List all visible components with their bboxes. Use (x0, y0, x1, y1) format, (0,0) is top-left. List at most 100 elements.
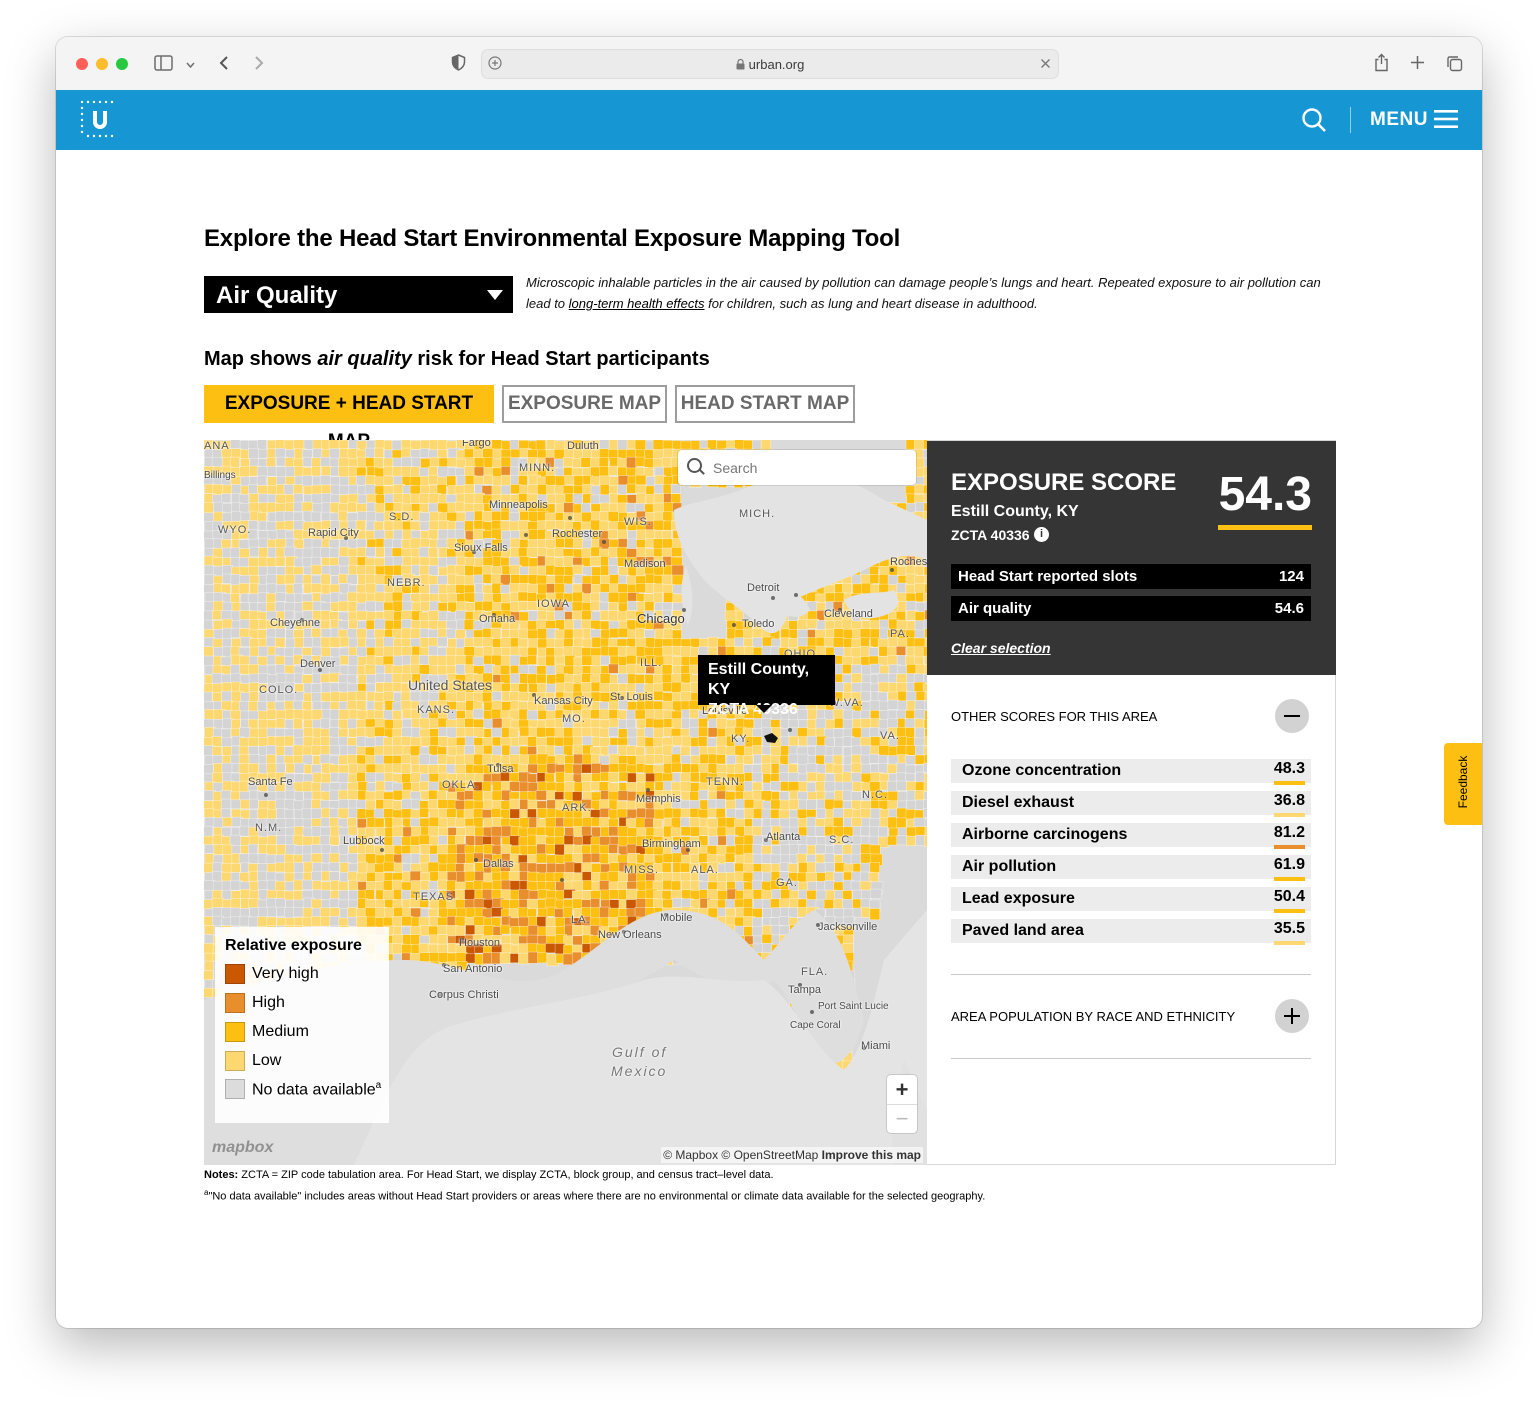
state-label: N.C. (862, 789, 888, 801)
map-label: Madison (624, 558, 666, 570)
legend-label: Low (252, 1052, 282, 1069)
legend-swatch (225, 964, 245, 984)
select-value: Air Quality (216, 282, 338, 309)
exposure-category-select[interactable]: Air Quality (204, 276, 513, 313)
map-label: Billings (204, 470, 236, 481)
score-value: 36.8 (1273, 792, 1305, 809)
exposure-map[interactable]: Fargo Duluth Minneapolis Rochester Rapid… (204, 440, 927, 1165)
score-label: Airborne carcinogens (962, 826, 1128, 843)
zoom-out-button[interactable]: − (895, 1106, 909, 1131)
map-heading-prefix: Map shows (204, 348, 318, 370)
map-label: Detroit (747, 582, 780, 594)
score-label: Air pollution (962, 858, 1057, 875)
state-label: VA. (880, 730, 900, 742)
map-label: Cape Coral (790, 1020, 841, 1031)
sidebar-toggle-icon[interactable] (154, 55, 173, 75)
state-label: MICH. (739, 508, 776, 520)
selected-county: Estill County, KY (951, 503, 1079, 520)
state-label: OKLA. (442, 779, 480, 791)
zoom-in-button[interactable]: + (887, 1075, 917, 1105)
section-divider (951, 1058, 1311, 1059)
description-text-2: for children, such as lung and heart dis… (704, 296, 1038, 311)
zoom-window-button[interactable] (116, 58, 128, 70)
map-label: Santa Fe (248, 776, 293, 788)
map-label: Tulsa (487, 763, 514, 775)
expand-race-ethnicity-button[interactable] (1275, 999, 1309, 1033)
collapse-other-scores-button[interactable] (1275, 699, 1309, 733)
minimize-window-button[interactable] (96, 58, 108, 70)
share-icon[interactable] (1374, 53, 1389, 76)
notes-text: ZCTA = ZIP code tabulation area. For Hea… (238, 1169, 774, 1181)
score-row: Ozone concentration 48.3 (951, 759, 1311, 785)
map-label: Sioux Falls (454, 542, 508, 554)
shield-icon[interactable] (451, 54, 466, 75)
state-label: N.M. (255, 822, 283, 834)
menu-button-label[interactable]: MENU (1370, 109, 1428, 130)
health-effects-link[interactable]: long-term health effects (568, 296, 705, 311)
map-label: Memphis (636, 793, 681, 805)
address-bar[interactable]: urban.org (481, 49, 1059, 79)
improve-map-link[interactable]: Improve this map (821, 1148, 921, 1162)
page-settings-icon[interactable] (488, 56, 502, 74)
legend-label: Very high (252, 965, 319, 982)
back-arrow-icon[interactable] (219, 55, 229, 75)
map-legend: Relative exposure Very high High Medium … (215, 927, 389, 1123)
page-title: Explore the Head Start Environmental Exp… (204, 225, 901, 252)
search-icon[interactable] (1301, 107, 1327, 138)
tooltip-county: Estill County, KY (708, 661, 810, 698)
info-icon[interactable]: i (1034, 527, 1049, 542)
clear-selection-link[interactable]: Clear selection (951, 640, 1051, 656)
close-window-button[interactable] (76, 58, 88, 70)
map-label: Fargo (462, 440, 491, 449)
tab-head-start-map[interactable]: HEAD START MAP (675, 385, 855, 423)
legend-label: Medium (252, 1023, 309, 1040)
description-text-1: Microscopic inhalable particles in the a… (526, 275, 1321, 311)
state-label: IOWA (537, 598, 570, 610)
tab-exposure-head-start-map[interactable]: EXPOSURE + HEAD START MAP (204, 385, 494, 452)
legend-swatch (225, 993, 245, 1013)
attribution-text[interactable]: © Mapbox © OpenStreetMap (663, 1148, 819, 1162)
map-label: Jacksonville (818, 921, 878, 933)
other-scores-heading: OTHER SCORES FOR THIS AREA (951, 709, 1158, 724)
map-label: Miami (861, 1040, 891, 1052)
state-label: WYO. (218, 524, 252, 536)
url-text: urban.org (748, 57, 805, 72)
exposure-score-card: EXPOSURE SCORE Estill County, KY ZCTA 40… (927, 441, 1336, 675)
clear-url-icon[interactable] (1040, 57, 1051, 73)
mapbox-logo[interactable]: mapbox (212, 1139, 274, 1156)
legend-title: Relative exposure (225, 937, 362, 954)
score-row: Paved land area 35.5 (951, 919, 1311, 945)
gulf-label-2: Mexico (611, 1063, 668, 1079)
site-header: MENU (56, 90, 1482, 150)
state-label: S.D. (389, 511, 415, 523)
score-underline (1274, 781, 1305, 785)
exposure-score-value: 54.3 (1218, 468, 1312, 521)
row-label: Head Start reported slots (958, 568, 1138, 585)
state-label: MO. (562, 713, 586, 725)
state-label: GA. (776, 877, 798, 889)
notes-footnote-marker: a (204, 1188, 209, 1197)
zoom-controls: + − (887, 1075, 917, 1133)
search-icon (687, 458, 702, 473)
legend-label: High (252, 994, 285, 1011)
state-label: FLA. (801, 966, 829, 978)
tab-overview-icon[interactable] (1446, 55, 1463, 76)
map-search-input[interactable]: Search (678, 450, 916, 485)
map-label: Houston (459, 937, 500, 949)
url-display: urban.org (482, 57, 1058, 72)
logo-dots-icon (80, 100, 114, 138)
notes-line-1: Notes: ZCTA = ZIP code tabulation area. … (204, 1167, 985, 1184)
map-label: Rochester (890, 556, 927, 568)
urban-logo[interactable] (80, 100, 116, 138)
forward-arrow-icon[interactable] (254, 55, 264, 75)
hamburger-icon[interactable] (1434, 109, 1458, 134)
chevron-down-icon[interactable] (186, 57, 195, 73)
map-heading: Map shows air quality risk for Head Star… (204, 348, 710, 371)
tab-exposure-map[interactable]: EXPOSURE MAP (502, 385, 667, 423)
feedback-tab[interactable]: Feedback (1444, 743, 1482, 825)
map-attribution: © Mapbox © OpenStreetMap Improve this ma… (661, 1147, 923, 1163)
legend-swatch (225, 1022, 245, 1042)
map-search-placeholder: Search (713, 460, 758, 476)
new-tab-icon[interactable] (1410, 55, 1425, 74)
map-label: Port Saint Lucie (818, 1001, 889, 1012)
